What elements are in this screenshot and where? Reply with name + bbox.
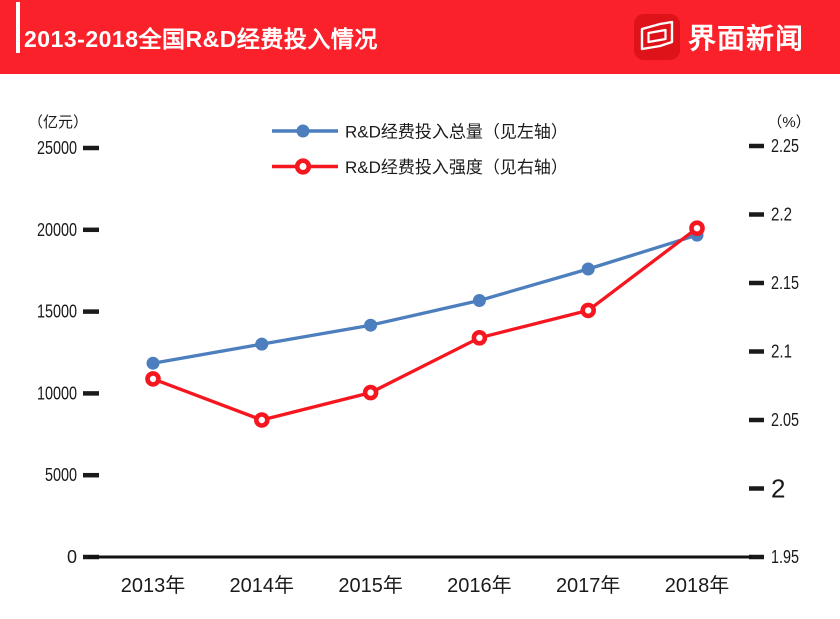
jiemian-logo-icon (633, 14, 680, 60)
x-axis-label-2018: 2018年 (665, 574, 730, 597)
data-point-total-2016 (472, 294, 486, 307)
right-axis-tick-label: 2.25 (771, 136, 799, 156)
brand-block: 界面新闻 (633, 0, 804, 74)
right-axis-tick-label: 2.2 (771, 205, 792, 225)
data-point-total-2015 (364, 318, 378, 332)
data-point-intensity-2013 (145, 371, 161, 387)
rd-spending-chart: （亿元） （%） 25000 20000 15000 10000 5000 0 2.25 2.2 2… (28, 114, 811, 597)
right-axis-unit-label: （%） (767, 114, 810, 131)
data-point-total-2017 (581, 262, 595, 276)
legend-ring-marker (294, 158, 312, 175)
left-axis-tick-label: 10000 (37, 383, 77, 403)
x-axis-label-2014: 2014年 (230, 574, 295, 597)
data-point-intensity-2018 (689, 220, 705, 236)
x-axis-label-2016: 2016年 (447, 574, 512, 597)
right-axis-tick-label: 2.1 (771, 342, 792, 362)
data-point-total-2013 (146, 356, 160, 370)
page-title: 2013-2018全国R&D经费投入情况 (24, 26, 378, 52)
left-axis-unit-label: （亿元） (28, 114, 88, 131)
legend-label-left: R&D经费投入总量（见左轴） (345, 123, 568, 142)
right-axis-tick-label: 1.95 (771, 547, 799, 567)
title-accent-bar (16, 2, 20, 53)
data-point-intensity-2016 (471, 329, 488, 346)
header-bar: 2013-2018全国R&D经费投入情况 界面新闻 (0, 0, 840, 74)
right-axis-tick-label: 2 (771, 474, 785, 504)
brand-name: 界面新闻 (687, 23, 804, 54)
x-axis-label-2017: 2017年 (556, 574, 621, 597)
x-axis-label-2013: 2013年 (121, 574, 186, 597)
chart-area: （亿元） （%） 25000 20000 15000 10000 5000 0 2.25 2.2 2… (0, 74, 840, 619)
series-line-right (151, 226, 699, 422)
left-axis-tick-label: 15000 (37, 302, 77, 322)
x-axis-label-2015: 2015年 (338, 574, 403, 597)
right-axis-tick-label: 2.15 (771, 273, 799, 293)
series-line-left (151, 233, 699, 365)
legend-dot-marker (296, 124, 310, 138)
left-axis-tick-label: 5000 (45, 465, 77, 485)
data-point-intensity-2014 (253, 412, 270, 428)
left-axis-tick-label: 0 (67, 547, 77, 567)
data-point-intensity-2017 (580, 302, 597, 319)
data-point-intensity-2015 (362, 384, 379, 401)
legend-label-right: R&D经费投入强度（见右轴） (345, 158, 568, 177)
right-axis-tick-label: 2.05 (771, 410, 799, 430)
left-axis-tick-label: 25000 (37, 138, 77, 158)
data-point-total-2014 (255, 337, 269, 351)
left-axis-tick-label: 20000 (37, 220, 77, 240)
